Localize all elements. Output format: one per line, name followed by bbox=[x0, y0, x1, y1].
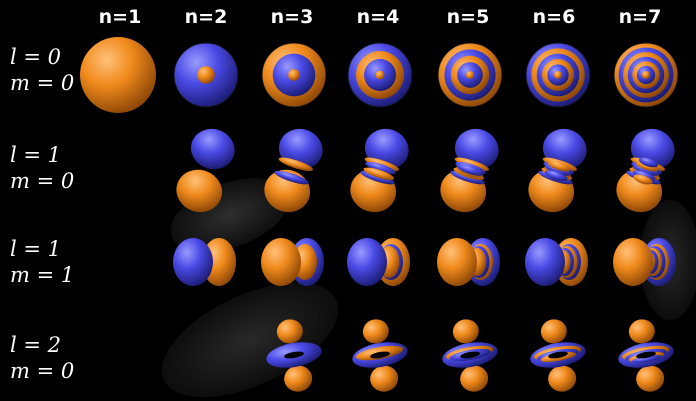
row-label-l-value: l = 2 bbox=[10, 333, 62, 357]
orbital-s-n3 bbox=[261, 42, 327, 108]
orbital-s-n5 bbox=[437, 42, 503, 108]
row-label-m-value: m = 1 bbox=[10, 263, 75, 287]
orbital-p0-n5 bbox=[440, 128, 499, 213]
orbital-p1-n2 bbox=[173, 238, 236, 286]
row-label-l-value: l = 1 bbox=[10, 237, 62, 261]
orbital-p1-n3 bbox=[261, 238, 324, 286]
orbital-s-n2 bbox=[173, 42, 239, 108]
orbital-d0-n5 bbox=[442, 319, 498, 392]
row-label-l2-m0: l = 2 m = 0 bbox=[10, 332, 82, 384]
row-label-l-value: l = 0 bbox=[10, 45, 62, 69]
shadow-blob bbox=[161, 282, 339, 398]
orbital-d0-n7 bbox=[618, 319, 674, 392]
orbital-s-n7 bbox=[613, 42, 679, 108]
row-label-l0-m0: l = 0 m = 0 bbox=[10, 44, 82, 96]
orbital-d0-n6 bbox=[530, 319, 586, 392]
row-label-l1-m0: l = 1 m = 0 bbox=[10, 142, 82, 194]
orbital-p1-n5 bbox=[437, 238, 500, 286]
orbital-s-n4 bbox=[347, 42, 413, 108]
orbital-p1-n6 bbox=[525, 238, 588, 286]
orbital-p0-n2 bbox=[176, 128, 235, 213]
row-label-m-value: m = 0 bbox=[10, 169, 75, 193]
orbital-p0-n3 bbox=[264, 128, 323, 213]
orbital-p1-n7 bbox=[613, 238, 676, 286]
orbital-s-n6 bbox=[525, 42, 591, 108]
orbital-d0-n3 bbox=[266, 319, 322, 392]
orbital-p0-n6 bbox=[528, 128, 587, 213]
orbital-s-n1 bbox=[80, 37, 156, 113]
row-label-m-value: m = 0 bbox=[10, 71, 75, 95]
orbital-p1-n4 bbox=[347, 238, 410, 286]
orbital-d0-n4 bbox=[352, 319, 408, 392]
column-header-n6: n=6 bbox=[532, 6, 576, 28]
column-header-n1: n=1 bbox=[98, 6, 142, 28]
orbital-p0-n7 bbox=[616, 128, 675, 213]
row-label-l-value: l = 1 bbox=[10, 143, 62, 167]
column-header-n3: n=3 bbox=[270, 6, 314, 28]
column-header-n2: n=2 bbox=[184, 6, 228, 28]
column-header-n4: n=4 bbox=[356, 6, 400, 28]
orbital-p0-n4 bbox=[350, 128, 409, 213]
row-label-m-value: m = 0 bbox=[10, 359, 75, 383]
column-header-n5: n=5 bbox=[446, 6, 490, 28]
column-header-n7: n=7 bbox=[618, 6, 662, 28]
orbital-cells bbox=[80, 37, 679, 392]
row-label-l1-m1: l = 1 m = 1 bbox=[10, 236, 82, 288]
